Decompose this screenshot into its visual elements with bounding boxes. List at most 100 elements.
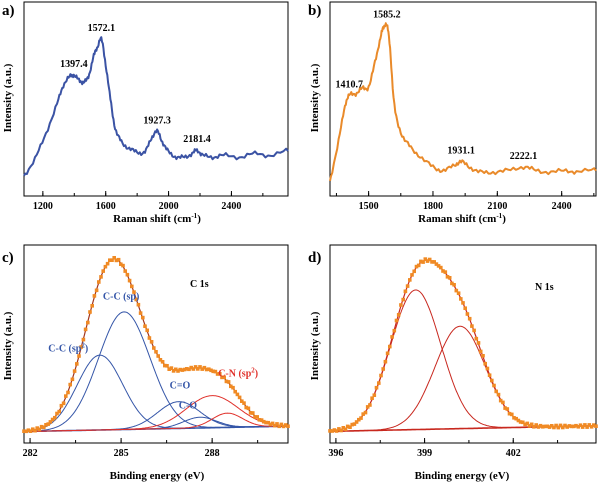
data-point (116, 257, 121, 262)
data-point (341, 426, 346, 430)
data-point (31, 427, 35, 431)
data-point (251, 411, 255, 415)
component-label: C-O (179, 400, 198, 411)
data-point (390, 335, 394, 339)
data-point (259, 418, 264, 422)
component-label: C=O (170, 381, 191, 392)
data-point (211, 369, 215, 374)
data-point (187, 367, 191, 372)
component-label: C-C (sp) (103, 292, 139, 303)
data-point (354, 420, 359, 424)
data-point (46, 422, 50, 426)
data-point (189, 365, 193, 370)
data-point (114, 258, 119, 263)
data-point (357, 417, 361, 422)
data-point (583, 423, 587, 427)
data-point (549, 424, 554, 428)
data-point (88, 310, 92, 314)
ylabel-a: Intensity (a.u.) (2, 63, 14, 132)
data-point (152, 346, 156, 350)
component-peak (24, 354, 288, 432)
data-point (154, 350, 158, 354)
data-point (281, 424, 286, 429)
peak-label: 2222.1 (510, 151, 538, 162)
data-point (158, 358, 163, 362)
xlabel-d: Binding energy (eV) (415, 470, 510, 482)
data-point (286, 424, 290, 428)
data-point (576, 425, 581, 429)
data-point (328, 429, 332, 433)
data-point (279, 422, 284, 427)
plot-frame-b (329, 1, 597, 197)
x-tick-label: 282 (23, 448, 38, 459)
data-point (487, 373, 492, 377)
panel-d: d) Intensity (a.u.) Binding energy (eV) … (308, 244, 598, 482)
data-point (332, 428, 337, 432)
peak-label: 1927.3 (143, 115, 171, 126)
data-point (75, 362, 79, 366)
data-point (485, 366, 490, 371)
data-point (79, 345, 83, 349)
data-point (22, 429, 26, 433)
data-point (547, 425, 552, 429)
data-point (138, 311, 143, 315)
data-point (193, 365, 198, 369)
data-point (514, 416, 518, 421)
data-point (565, 425, 569, 429)
data-point (83, 327, 88, 332)
data-point (572, 424, 576, 429)
panel-b: b) Intensity (a.u.) Raman shift (cm-1) 1… (308, 1, 597, 225)
plot-frame-d (329, 244, 597, 444)
data-point (191, 367, 196, 371)
data-point (532, 425, 536, 429)
data-point (365, 405, 370, 409)
data-point (490, 378, 494, 383)
data-point (242, 401, 246, 405)
plot-frame-c (23, 244, 289, 444)
peak-label: 1585.2 (373, 9, 401, 20)
panel-a: a) Intensity (a.u.) Raman shift (cm-1) 1… (2, 1, 289, 225)
data-point (97, 280, 101, 284)
data-point (149, 340, 154, 344)
x-tick-label: 285 (114, 448, 129, 459)
data-point (470, 324, 474, 328)
x-tick-label: 288 (205, 448, 220, 459)
data-point (202, 365, 207, 370)
data-point (330, 429, 334, 433)
data-point (432, 260, 436, 264)
data-point (527, 424, 532, 428)
xlabel-c: Binding energy (eV) (110, 470, 205, 482)
data-point (450, 281, 454, 286)
data-point (587, 423, 592, 427)
data-point (558, 423, 563, 428)
data-point (72, 369, 77, 373)
data-point (563, 423, 567, 428)
data-point (200, 367, 204, 371)
component-label: C-C (sp2) (48, 341, 88, 354)
peak-label: 1931.1 (447, 146, 475, 157)
data-point (213, 369, 218, 374)
ylabel-c: Intensity (a.u.) (2, 311, 14, 380)
data-point (538, 423, 543, 428)
data-point (26, 428, 31, 432)
data-point (44, 423, 48, 427)
data-point (410, 273, 414, 277)
data-point (266, 420, 270, 425)
data-point (143, 324, 147, 328)
data-point (467, 316, 472, 321)
data-point (130, 284, 134, 289)
data-point (339, 428, 343, 433)
x-tick-label: 1800 (423, 201, 443, 212)
data-point (592, 423, 596, 427)
data-point (516, 418, 521, 423)
data-point (176, 369, 180, 373)
x-tick-label: 2100 (487, 201, 507, 212)
data-point (37, 427, 42, 432)
data-point (240, 399, 244, 403)
data-point (494, 389, 498, 394)
data-point (39, 424, 44, 429)
data-point (483, 361, 487, 366)
data-point (521, 420, 525, 425)
component-peak (330, 289, 596, 432)
